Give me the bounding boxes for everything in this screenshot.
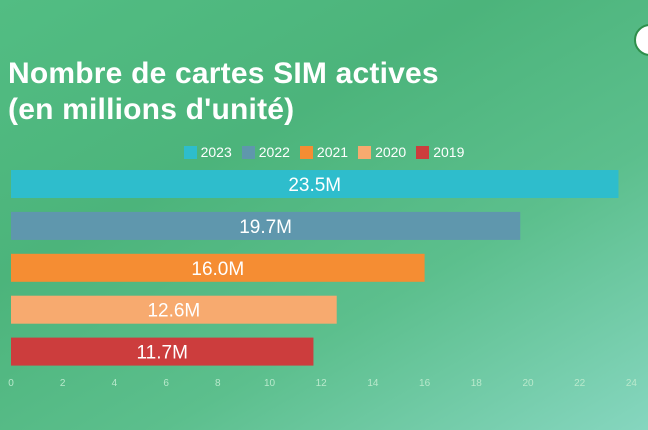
legend-swatch-2020 — [358, 145, 372, 159]
legend-label-2020: 2020 — [375, 144, 407, 160]
chart-title: Nombre de cartes SIM actives (en million… — [8, 56, 439, 128]
legend-item-2023: 2023 — [183, 144, 232, 160]
x-tick-label-6: 6 — [163, 378, 169, 389]
legend-label-2023: 2023 — [200, 144, 232, 160]
x-tick-label-4: 4 — [112, 378, 118, 389]
chart-title-line-1: Nombre de cartes SIM actives — [8, 57, 439, 90]
data-label-2020: 12.6M — [147, 301, 200, 322]
chart-title-line-2: (en millions d'unité) — [8, 93, 295, 126]
legend-item-2019: 2019 — [416, 144, 464, 160]
x-tick-label-8: 8 — [215, 378, 221, 389]
legend-swatch-2019 — [416, 145, 430, 159]
bar-2023 — [11, 170, 619, 198]
data-label-2022: 19.7M — [239, 217, 292, 238]
x-tick-label-24: 24 — [626, 378, 638, 389]
x-tick-label-22: 22 — [574, 378, 586, 389]
data-label-2023: 23.5M — [288, 175, 341, 196]
legend-swatch-2021 — [299, 145, 313, 159]
legend-item-2021: 2021 — [299, 144, 349, 160]
legend-item-2022: 2022 — [241, 144, 290, 160]
x-tick-label-16: 16 — [419, 378, 431, 389]
legend-item-2020: 2020 — [358, 144, 406, 160]
x-tick-label-20: 20 — [522, 378, 534, 389]
x-tick-label-14: 14 — [367, 378, 379, 389]
legend-label-2019: 2019 — [433, 144, 465, 160]
bar-2021 — [11, 253, 425, 282]
legend-label-2022: 2022 — [258, 144, 290, 160]
bar-2020 — [11, 295, 337, 324]
chart-legend: 2023 2022 2021 2020 2019 — [0, 142, 648, 162]
legend-swatch-2023 — [183, 145, 197, 159]
x-tick-label-12: 12 — [316, 378, 328, 389]
bar-2019 — [11, 337, 314, 366]
data-label-2019: 11.7M — [137, 343, 188, 364]
legend-label-2021: 2021 — [316, 144, 349, 160]
bar-2022 — [11, 211, 521, 240]
x-tick-label-0: 0 — [8, 378, 14, 389]
x-tick-label-2: 2 — [60, 378, 66, 389]
data-label-2021: 16.0M — [191, 259, 244, 280]
legend-swatch-2022 — [241, 145, 255, 159]
x-tick-label-10: 10 — [264, 378, 276, 389]
x-tick-label-18: 18 — [471, 378, 483, 389]
